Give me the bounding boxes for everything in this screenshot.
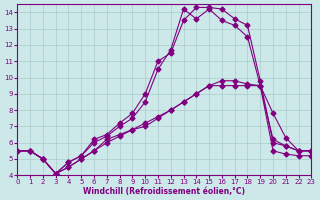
X-axis label: Windchill (Refroidissement éolien,°C): Windchill (Refroidissement éolien,°C) <box>84 187 245 196</box>
